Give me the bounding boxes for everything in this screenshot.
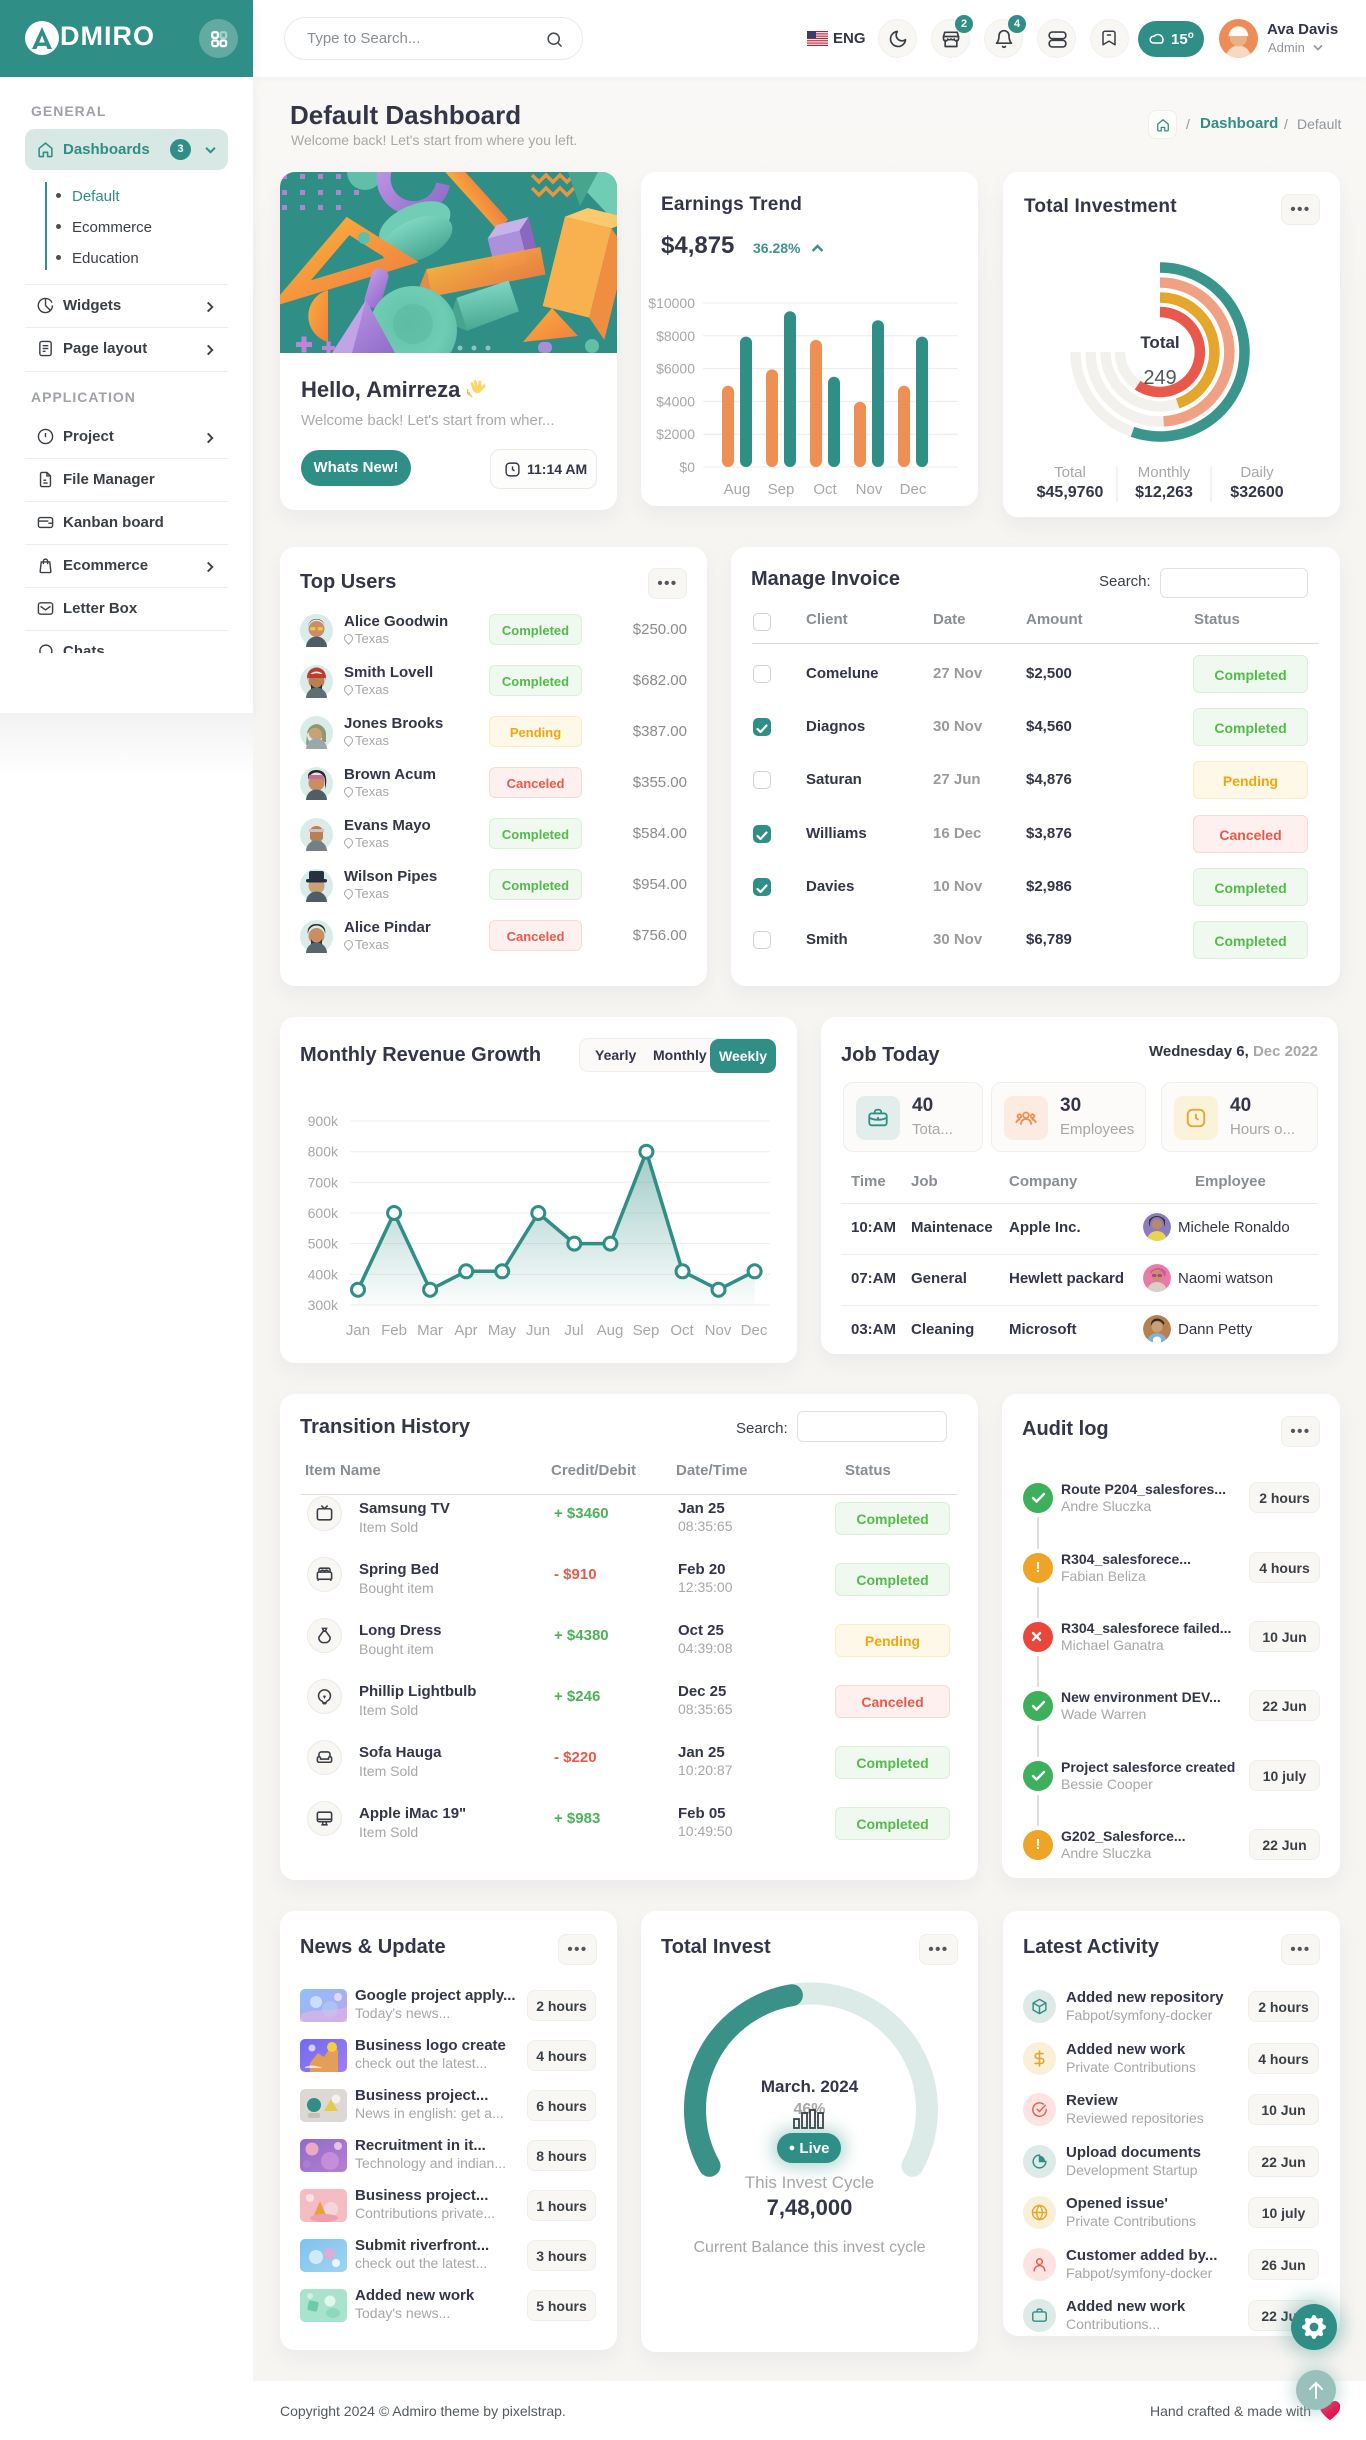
svg-text:Mar: Mar — [417, 1322, 443, 1339]
svg-text:$12,263: $12,263 — [1135, 484, 1193, 501]
svg-text:$2000: $2000 — [656, 426, 695, 442]
svg-text:Nov: Nov — [856, 481, 883, 498]
svg-text:500k: 500k — [308, 1236, 339, 1252]
svg-text:Aug: Aug — [724, 481, 751, 498]
svg-text:Jul: Jul — [564, 1322, 583, 1339]
svg-text:$32600: $32600 — [1230, 484, 1283, 501]
svg-text:Monthly: Monthly — [1138, 464, 1191, 481]
svg-text:May: May — [488, 1322, 517, 1339]
svg-text:Jan: Jan — [346, 1322, 370, 1339]
svg-text:Nov: Nov — [705, 1322, 732, 1339]
svg-text:Sep: Sep — [768, 481, 795, 498]
svg-text:Daily: Daily — [1240, 464, 1274, 481]
svg-text:700k: 700k — [308, 1174, 339, 1190]
svg-text:$45,9760: $45,9760 — [1037, 484, 1104, 501]
svg-text:$4000: $4000 — [656, 393, 695, 409]
svg-text:600k: 600k — [308, 1205, 339, 1221]
svg-text:249: 249 — [1143, 367, 1176, 389]
svg-text:Sep: Sep — [633, 1322, 660, 1339]
svg-text:$10000: $10000 — [648, 295, 695, 311]
svg-text:Oct: Oct — [813, 481, 837, 498]
svg-text:Total: Total — [1140, 333, 1179, 352]
svg-text:$0: $0 — [679, 459, 695, 475]
svg-text:Feb: Feb — [381, 1322, 407, 1339]
svg-text:Dec: Dec — [900, 481, 927, 498]
svg-text:Total: Total — [1054, 464, 1086, 481]
svg-text:$8000: $8000 — [656, 328, 695, 344]
svg-text:300k: 300k — [308, 1297, 339, 1313]
svg-text:Jun: Jun — [526, 1322, 550, 1339]
svg-text:Apr: Apr — [454, 1322, 477, 1339]
svg-text:Dec: Dec — [741, 1322, 768, 1339]
svg-text:Oct: Oct — [670, 1322, 694, 1339]
svg-text:900k: 900k — [308, 1113, 339, 1129]
svg-text:Aug: Aug — [597, 1322, 624, 1339]
svg-text:800k: 800k — [308, 1144, 339, 1160]
svg-text:400k: 400k — [308, 1266, 339, 1282]
svg-text:$6000: $6000 — [656, 361, 695, 377]
